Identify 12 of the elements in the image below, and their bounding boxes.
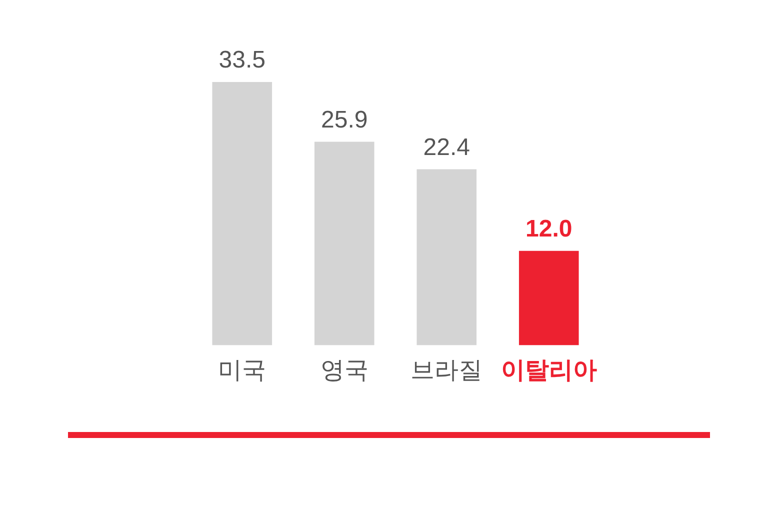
bar [518,250,579,346]
data-label: 12.0 [526,216,572,243]
bar [212,82,272,346]
x-tick-label: 영국 [320,357,368,384]
data-label: 33.5 [218,46,266,74]
bar [314,142,374,346]
x-tick-label: 브라질 [410,357,483,384]
x-tick-label: 이탈리아 [500,357,597,384]
data-label: 22.4 [423,134,470,161]
data-label: 25.9 [321,106,368,134]
bar [416,169,477,346]
x-tick-label: 미국 [218,357,266,384]
